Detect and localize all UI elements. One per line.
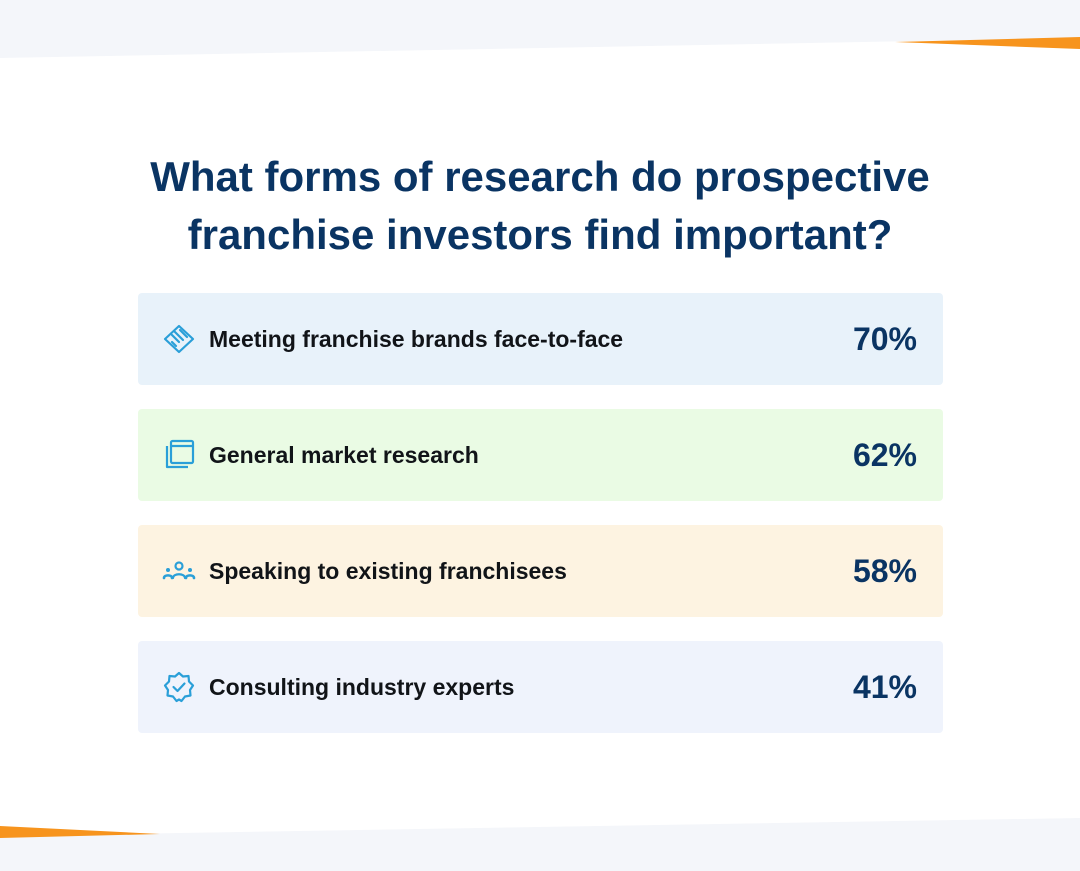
bar-row-industry-experts: Consulting industry experts 41% bbox=[138, 641, 943, 733]
bar-list: Meeting franchise brands face-to-face 70… bbox=[138, 293, 943, 757]
top-band bbox=[0, 0, 1080, 58]
window-stack-icon bbox=[161, 439, 197, 471]
chart-title: What forms of research do prospective fr… bbox=[80, 148, 1000, 264]
bar-value-label: 70% bbox=[852, 321, 917, 357]
bar-label: Consulting industry experts bbox=[209, 674, 515, 700]
bar-row-existing-franchisees: Speaking to existing franchisees 58% bbox=[138, 525, 943, 617]
bar-value-label: 62% bbox=[852, 437, 917, 473]
bar-row-meeting-brands: Meeting franchise brands face-to-face 70… bbox=[138, 293, 943, 385]
bar-label: General market research bbox=[209, 442, 479, 468]
verified-badge-icon bbox=[161, 671, 197, 703]
bar-label: Speaking to existing franchisees bbox=[209, 558, 567, 584]
top-accent-stroke bbox=[895, 37, 1080, 49]
bar-row-market-research: General market research 62% bbox=[138, 409, 943, 501]
bottom-accent-stroke bbox=[0, 826, 160, 838]
bottom-band bbox=[0, 818, 1080, 871]
bar-value-label: 58% bbox=[852, 553, 917, 589]
chart-title-line-2: franchise investors find important? bbox=[187, 211, 893, 258]
handshake-icon bbox=[161, 323, 197, 355]
bar-value-label: 41% bbox=[852, 669, 917, 705]
bar-label: Meeting franchise brands face-to-face bbox=[209, 326, 624, 352]
people-group-icon bbox=[161, 555, 197, 587]
chart-title-line-1: What forms of research do prospective bbox=[150, 153, 930, 200]
